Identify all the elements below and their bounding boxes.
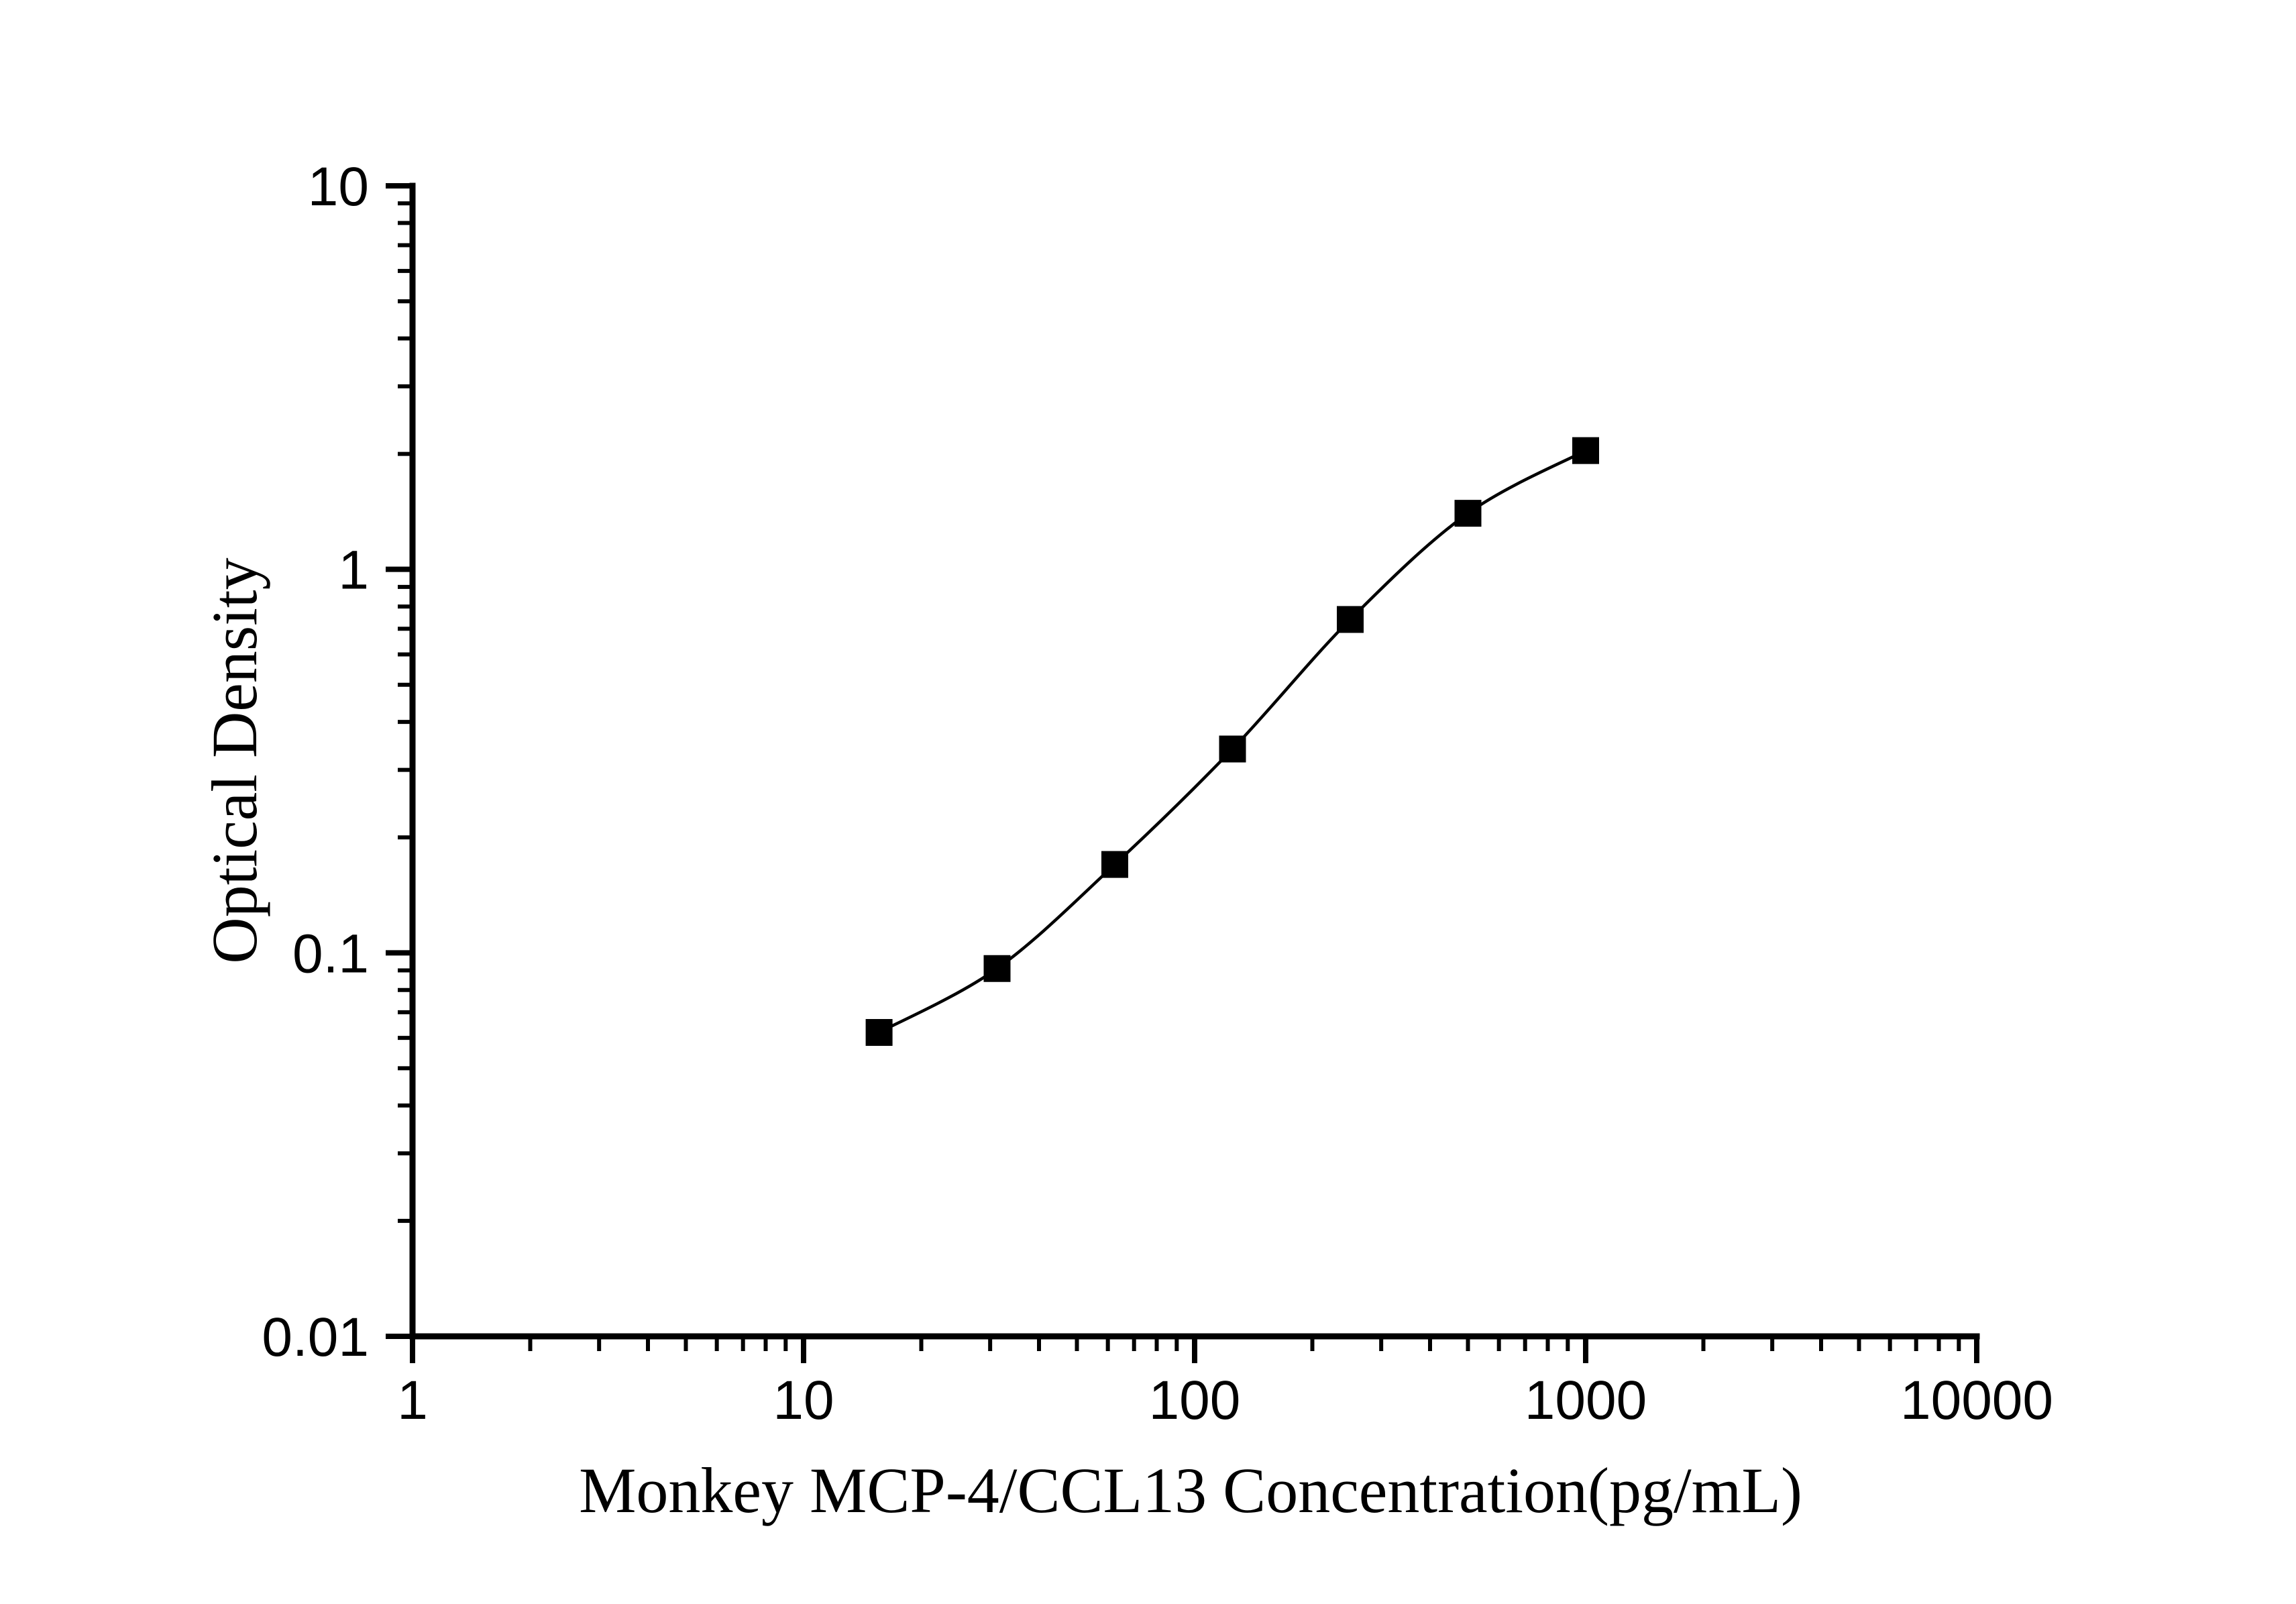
- y-axis-title: Optical Density: [199, 557, 270, 963]
- data-point-marker: [865, 1019, 893, 1047]
- y-tick-label: 0.1: [292, 923, 369, 984]
- x-axis-title: Monkey MCP-4/CCL13 Concentration(pg/mL): [579, 1454, 1802, 1526]
- y-tick-label: 1: [338, 540, 369, 601]
- data-point-marker: [1454, 500, 1482, 527]
- data-point-marker: [1336, 606, 1364, 633]
- x-tick-label: 100: [1149, 1370, 1241, 1431]
- data-point-marker: [1101, 851, 1128, 878]
- x-tick-label: 10: [773, 1370, 834, 1431]
- y-tick-label: 10: [308, 156, 369, 217]
- data-point-marker: [1572, 437, 1599, 464]
- x-tick-label: 10000: [1900, 1370, 2053, 1431]
- x-tick-label: 1000: [1525, 1370, 1647, 1431]
- y-tick-label: 0.01: [262, 1307, 369, 1368]
- data-point-marker: [1219, 735, 1246, 763]
- data-point-marker: [983, 955, 1011, 982]
- curve-and-markers-layer: [865, 437, 1599, 1047]
- x-tick-label: 1: [397, 1370, 428, 1431]
- axes-layer: 1 10 100 1000 10000 0.01 0.1 1 10: [262, 156, 2053, 1431]
